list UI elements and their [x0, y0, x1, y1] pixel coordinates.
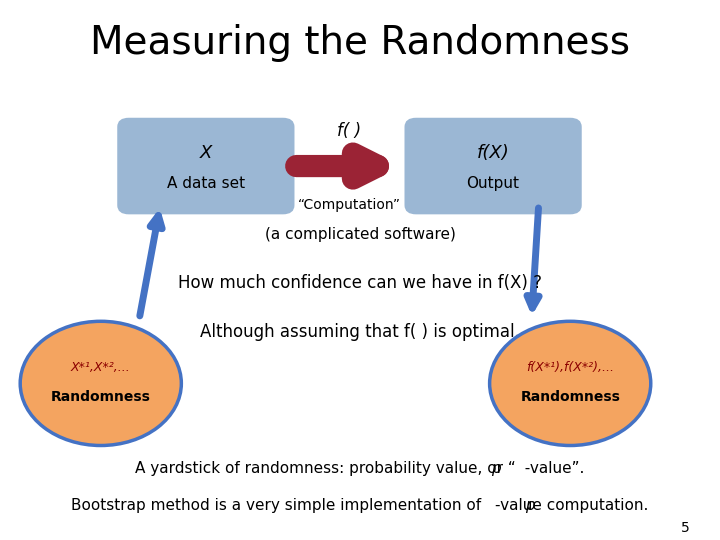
Text: “Computation”: “Computation” — [298, 198, 401, 212]
Circle shape — [20, 321, 181, 446]
Text: How much confidence can we have in f(X) ?: How much confidence can we have in f(X) … — [178, 274, 542, 293]
Text: Although assuming that f( ) is optimal.: Although assuming that f( ) is optimal. — [200, 323, 520, 341]
Text: Measuring the Randomness: Measuring the Randomness — [90, 24, 630, 62]
Text: Output: Output — [467, 176, 520, 191]
Text: (a complicated software): (a complicated software) — [264, 227, 456, 242]
Text: X: X — [199, 144, 212, 162]
Text: f(X): f(X) — [477, 144, 510, 162]
Text: p: p — [491, 461, 500, 476]
FancyBboxPatch shape — [405, 119, 581, 213]
Text: f( ): f( ) — [338, 122, 361, 140]
Text: X*¹,X*²,...: X*¹,X*²,... — [71, 361, 130, 374]
Text: A data set: A data set — [167, 176, 245, 191]
FancyBboxPatch shape — [118, 119, 294, 213]
Text: Randomness: Randomness — [51, 390, 150, 404]
Text: p: p — [525, 498, 534, 514]
Circle shape — [490, 321, 651, 446]
Text: 5: 5 — [680, 521, 689, 535]
Text: Bootstrap method is a very simple implementation of    -value computation.: Bootstrap method is a very simple implem… — [71, 498, 649, 514]
Text: f(X*¹),f(X*²),...: f(X*¹),f(X*²),... — [526, 361, 614, 374]
Text: Randomness: Randomness — [521, 390, 620, 404]
Text: A yardstick of randomness: probability value, or “   -value”.: A yardstick of randomness: probability v… — [135, 461, 585, 476]
